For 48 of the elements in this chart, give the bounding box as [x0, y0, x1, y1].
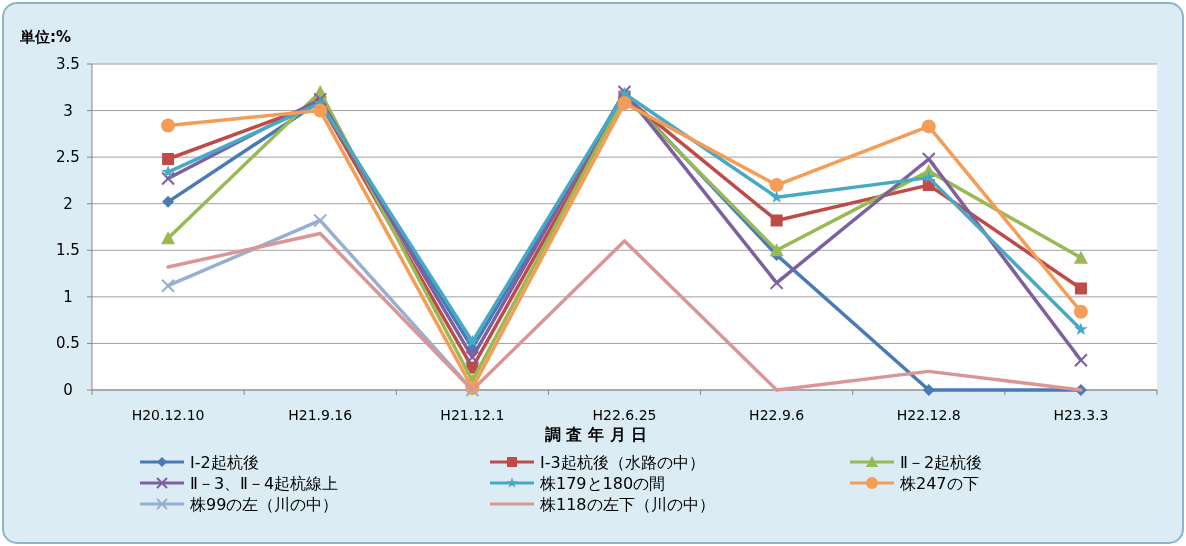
legend-label: 株118の左下（川の中）: [539, 495, 715, 514]
point: [921, 152, 936, 167]
point: [162, 153, 175, 166]
point: [1074, 322, 1088, 336]
point: [1073, 250, 1088, 264]
x-tick-label: H23.3.3: [1053, 407, 1109, 423]
point: [313, 213, 328, 228]
point: [769, 178, 784, 193]
point: [162, 195, 175, 208]
y-tick-label: 3: [63, 101, 73, 120]
legend-label: 株99の左（川の中）: [189, 495, 339, 514]
y-tick-label: 3.5: [56, 55, 80, 73]
point: [1074, 282, 1087, 295]
point: [769, 275, 784, 290]
point: [922, 170, 936, 184]
legend-label: 株179と180の間: [539, 474, 666, 493]
x-tick-label: H22.6.25: [592, 407, 657, 423]
point: [161, 118, 176, 133]
point: [1073, 353, 1088, 368]
y-axis-title: 単位:%: [19, 28, 72, 46]
y-tick-label: 0: [63, 381, 73, 399]
point: [161, 278, 176, 293]
point: [770, 214, 783, 227]
legend-label: Ⅰ-3起杭後（水路の中）: [540, 453, 705, 472]
x-tick-label: H22.12.8: [896, 407, 961, 423]
point: [921, 119, 936, 134]
y-tick-label: 2: [63, 194, 73, 213]
x-tick-label: H20.12.10: [131, 407, 205, 423]
point: [161, 231, 176, 245]
point: [922, 384, 935, 396]
legend-label: Ⅱ－3、Ⅱ－4起杭線上: [190, 474, 339, 493]
legend-label: Ⅱ－2起杭後: [900, 453, 983, 472]
x-tick-label: H22.9.6: [749, 407, 805, 423]
legend-label: Ⅰ-2起杭後: [190, 453, 259, 472]
point: [1073, 304, 1088, 319]
x-tick-label: H21.9.16: [288, 407, 353, 423]
y-tick-label: 0.5: [56, 334, 80, 353]
point: [465, 334, 480, 348]
point: [313, 103, 328, 118]
point: [769, 243, 784, 257]
y-tick-label: 2.5: [56, 148, 80, 167]
y-tick-label: 1: [63, 287, 73, 306]
x-tick-label: H21.12.1: [440, 407, 505, 423]
y-tick-label: 1.5: [56, 241, 80, 260]
legend-label: 株247の下: [899, 474, 979, 493]
x-axis-title: 調 査 年 月 日: [544, 425, 648, 444]
point: [161, 171, 176, 186]
point: [465, 350, 480, 365]
